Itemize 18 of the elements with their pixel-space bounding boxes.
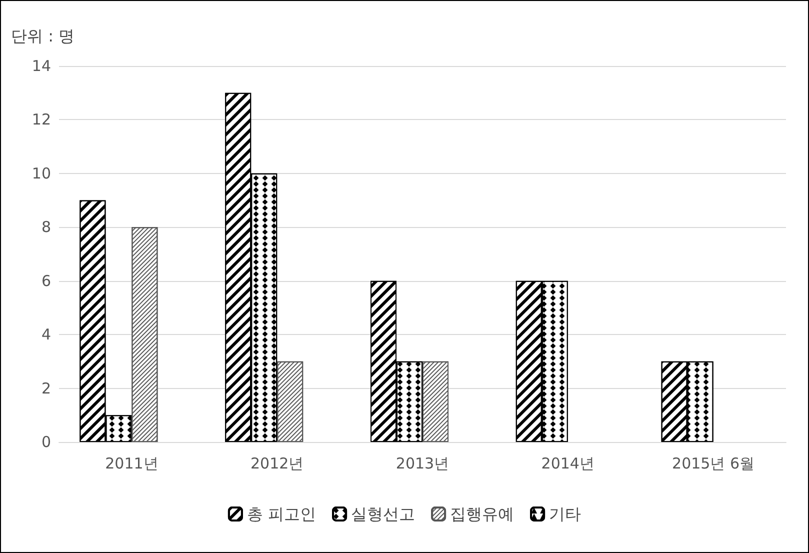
x-tick-label: 2014년 [541, 454, 594, 472]
x-tick-label: 2011년 [105, 454, 158, 472]
legend-label: 집행유예 [450, 504, 514, 524]
y-tick-label: 10 [32, 164, 51, 182]
x-tick-label: 2013년 [396, 454, 450, 472]
y-tick-label: 4 [41, 326, 51, 344]
legend-label: 총 피고인 [246, 504, 316, 524]
legend-label: 실형선고 [351, 504, 416, 524]
y-tick-label: 8 [41, 218, 51, 236]
y-tick-label: 0 [41, 433, 51, 451]
legend-label: 기타 [549, 504, 582, 524]
y-tick-label: 12 [32, 110, 51, 129]
y-tick-label: 6 [41, 272, 51, 290]
x-tick-label: 2012년 [250, 454, 304, 472]
y-axis-title: 단위 : 명 [11, 26, 75, 46]
x-tick-label: 2015년 6월 [672, 454, 755, 472]
y-tick-label: 14 [32, 57, 51, 75]
y-tick-label: 2 [41, 379, 51, 398]
